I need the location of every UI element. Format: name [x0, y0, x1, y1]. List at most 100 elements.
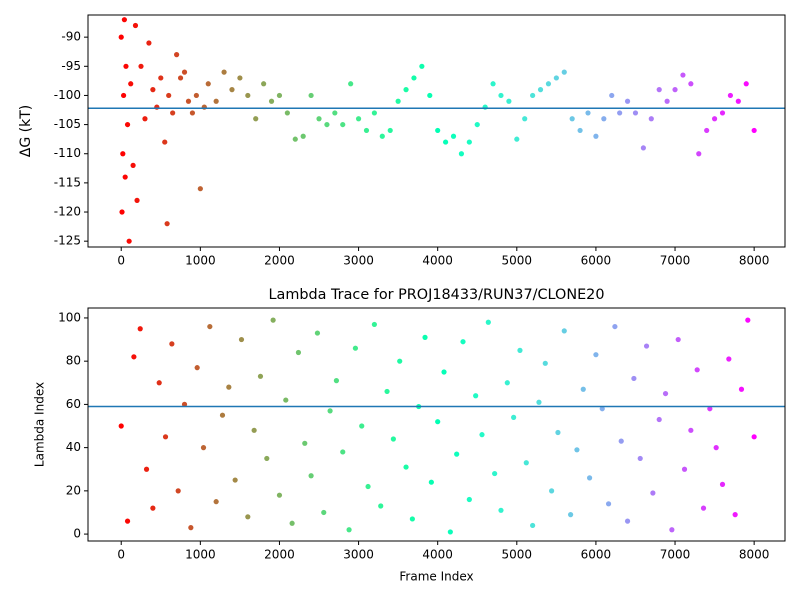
x-tick-label: 2000: [264, 254, 295, 268]
data-point: [585, 110, 591, 116]
data-point: [751, 127, 757, 134]
data-point: [308, 92, 314, 99]
x-tick-label: 0: [117, 548, 125, 562]
data-point: [284, 110, 290, 116]
data-point: [276, 492, 283, 498]
data-point: [121, 92, 127, 99]
data-point: [292, 136, 298, 142]
data-point: [181, 69, 188, 75]
data-point: [466, 139, 472, 145]
x-tick-label: 3000: [343, 548, 374, 562]
data-point: [593, 133, 599, 139]
y-tick-label: 40: [66, 440, 81, 454]
data-point: [435, 419, 441, 425]
data-point: [324, 121, 330, 128]
data-point: [205, 81, 211, 87]
data-point: [460, 339, 466, 345]
y-tick-label: -105: [54, 117, 81, 131]
data-point: [132, 22, 139, 29]
data-point: [384, 388, 390, 395]
x-tick-label: 6000: [581, 548, 612, 562]
data-point: [624, 518, 631, 524]
y-tick-label: -100: [54, 88, 81, 102]
data-point: [221, 69, 227, 75]
data-point: [450, 133, 457, 139]
data-point: [207, 323, 213, 330]
data-point: [664, 98, 670, 104]
data-point: [688, 81, 694, 87]
data-point: [314, 330, 321, 336]
data-point: [397, 358, 403, 364]
data-point: [719, 481, 726, 487]
y-tick-label: 100: [58, 310, 81, 324]
data-point: [681, 466, 688, 472]
data-point: [419, 63, 425, 69]
data-point: [593, 352, 599, 358]
data-point: [134, 197, 140, 203]
y-axis-label: ΔG (kT): [18, 105, 34, 157]
data-point: [164, 221, 170, 227]
data-point: [624, 98, 631, 104]
data-point: [637, 455, 643, 462]
data-point: [574, 447, 580, 453]
data-point: [359, 423, 365, 429]
data-point: [226, 384, 232, 390]
data-point: [138, 63, 144, 69]
data-point: [302, 440, 308, 446]
data-point: [131, 354, 137, 360]
data-point: [669, 527, 675, 533]
y-tick-label: -115: [54, 175, 81, 189]
data-point: [346, 527, 352, 533]
y-tick-label: 80: [66, 354, 81, 368]
data-point: [738, 386, 745, 392]
data-point: [238, 336, 245, 343]
data-point: [485, 319, 491, 325]
data-point: [365, 483, 371, 490]
data-point: [395, 98, 401, 104]
data-point: [498, 92, 504, 99]
data-point: [379, 133, 385, 139]
y-tick-label: -110: [54, 146, 81, 160]
y-tick-label: -95: [61, 59, 81, 73]
data-point: [428, 479, 434, 485]
data-point: [403, 464, 409, 470]
data-point: [601, 116, 607, 122]
data-point: [735, 98, 741, 104]
data-point: [170, 110, 176, 116]
data-point: [295, 349, 302, 356]
data-point: [700, 505, 707, 511]
data-point: [213, 98, 219, 104]
data-point: [188, 524, 194, 531]
data-point: [283, 397, 289, 403]
data-point: [511, 414, 517, 420]
data-point: [454, 451, 460, 457]
data-point: [719, 110, 726, 116]
data-point: [640, 145, 646, 151]
data-point: [662, 390, 669, 397]
data-point: [458, 151, 465, 157]
data-point: [193, 92, 199, 99]
data-point: [316, 116, 322, 122]
data-point: [166, 92, 172, 99]
data-point: [264, 455, 270, 462]
data-point: [333, 378, 340, 384]
data-point: [352, 345, 359, 351]
data-point: [555, 429, 561, 436]
data-point: [612, 323, 618, 330]
data-point: [643, 343, 650, 349]
data-point: [688, 427, 694, 433]
data-point: [146, 40, 152, 46]
data-point: [232, 477, 238, 483]
data-point: [175, 488, 181, 494]
data-point: [189, 110, 196, 116]
data-point: [185, 98, 192, 104]
x-tick-label: 7000: [660, 254, 691, 268]
data-point: [561, 328, 567, 334]
x-tick-label: 8000: [739, 254, 770, 268]
data-point: [268, 98, 275, 104]
data-point: [119, 209, 125, 215]
data-point: [332, 110, 338, 116]
data-point: [158, 75, 164, 81]
y-tick-label: 0: [73, 527, 81, 541]
